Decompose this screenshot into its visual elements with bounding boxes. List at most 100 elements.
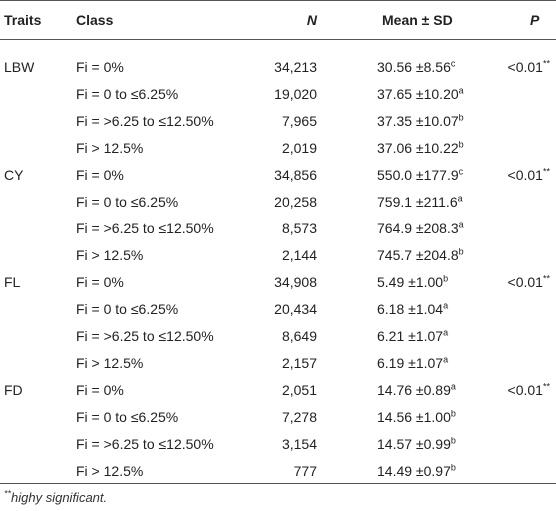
mean-sd-text: 14.76 ±0.89	[377, 381, 451, 398]
mean-sd-text: 759.1 ±211.6	[377, 193, 458, 210]
n: 8,649	[281, 328, 317, 344]
mean-sd-text: 6.18 ±1.04	[377, 301, 444, 318]
header-rule	[0, 39, 556, 40]
mean-sd-sup: b	[458, 139, 464, 150]
mean-sd-text: 30.56 ±8.56	[377, 59, 451, 75]
mean-sd-text: 14.57 ±0.99	[377, 435, 451, 452]
mean-sd: 14.56 ±1.00b	[377, 408, 456, 426]
mean-sd: 14.76 ±0.89a	[377, 381, 456, 399]
class: Fi = 0 to ≤6.25%	[76, 193, 179, 210]
footnote: **highy significant.	[4, 488, 107, 505]
bottom-rule	[0, 483, 556, 484]
n: 19,020	[274, 85, 317, 102]
mean-sd: 14.57 ±0.99b	[377, 435, 456, 453]
mean-sd: 759.1 ±211.6a	[377, 193, 463, 211]
header-class: Class	[76, 12, 114, 28]
mean-sd: 30.56 ±8.56c	[377, 58, 455, 76]
mean-sd-sup: a	[443, 300, 449, 311]
n: 20,258	[274, 193, 317, 210]
class: Fi = >6.25 to ≤12.50%	[76, 112, 214, 129]
mean-sd-sup: c	[458, 165, 464, 176]
n: 8,573	[281, 220, 317, 237]
p-value: <0.01**	[508, 273, 550, 291]
trait: LBW	[4, 59, 35, 75]
mean-sd: 37.65 ±10.20a	[377, 85, 464, 103]
mean-sd: 6.18 ±1.04a	[377, 300, 448, 318]
class: Fi = >6.25 to ≤12.50%	[76, 435, 214, 452]
mean-sd-sup: a	[458, 219, 464, 230]
n: 2,019	[281, 139, 317, 156]
p-text: <0.01	[507, 59, 543, 75]
mean-sd: 37.06 ±10.22b	[377, 139, 464, 157]
n: 20,434	[274, 301, 317, 318]
top-rule	[0, 0, 556, 1]
trait: FL	[4, 274, 21, 291]
class: Fi = 0%	[76, 274, 124, 291]
p-text: <0.01	[507, 381, 543, 398]
mean-sd-text: 37.35 ±10.07	[377, 112, 459, 129]
p-value: <0.01**	[508, 166, 550, 184]
mean-sd-text: 550.0 ±177.9	[377, 166, 459, 183]
class: Fi = 0%	[76, 381, 124, 398]
p-sup: **	[542, 273, 550, 284]
mean-sd-sup: b	[450, 461, 456, 472]
class: Fi = 0 to ≤6.25%	[76, 85, 179, 102]
p-text: <0.01	[507, 274, 543, 291]
class: Fi > 12.5%	[76, 247, 144, 264]
mean-sd-sup: a	[450, 381, 456, 392]
header-mean-sd: Mean ± SD	[382, 12, 453, 28]
n: 7,965	[281, 112, 317, 129]
mean-sd-sup: a	[457, 192, 463, 203]
mean-sd-text: 14.49 ±0.97	[377, 462, 451, 479]
footnote-mark: **	[4, 488, 12, 499]
header-p: P	[530, 12, 540, 28]
class: Fi = 0%	[76, 59, 124, 75]
class: Fi = >6.25 to ≤12.50%	[76, 328, 214, 344]
mean-sd-sup: b	[443, 273, 449, 284]
n: 7,278	[281, 408, 317, 425]
n: 34,856	[274, 166, 317, 183]
p-sup: **	[542, 381, 550, 392]
class: Fi > 12.5%	[76, 462, 144, 479]
mean-sd-sup: b	[458, 112, 464, 123]
mean-sd: 14.49 ±0.97b	[377, 462, 456, 480]
p-value: <0.01**	[508, 58, 550, 76]
n: 34,213	[274, 59, 317, 75]
mean-sd: 550.0 ±177.9c	[377, 166, 463, 184]
class: Fi > 12.5%	[76, 354, 144, 371]
n: 2,144	[281, 247, 317, 264]
mean-sd-sup: a	[443, 327, 449, 338]
class: Fi = 0 to ≤6.25%	[76, 408, 179, 425]
header-n: N	[306, 12, 317, 28]
mean-sd-text: 14.56 ±1.00	[377, 408, 451, 425]
n: 3,154	[281, 435, 317, 452]
class: Fi = 0%	[76, 166, 124, 183]
mean-sd: 6.21 ±1.07a	[377, 327, 448, 345]
mean-sd: 37.35 ±10.07b	[377, 112, 464, 130]
mean-sd-text: 6.19 ±1.07	[377, 354, 444, 371]
mean-sd-text: 745.7 ±204.8	[377, 247, 459, 264]
trait: FD	[4, 381, 23, 398]
header-traits: Traits	[4, 12, 42, 28]
mean-sd-sup: a	[458, 85, 464, 96]
mean-sd-sup: b	[450, 434, 456, 445]
n: 34,908	[274, 274, 317, 291]
p-text: <0.01	[507, 166, 543, 183]
mean-sd-sup: a	[443, 354, 449, 365]
mean-sd-text: 37.06 ±10.22	[377, 139, 459, 156]
mean-sd-text: 6.21 ±1.07	[377, 328, 444, 344]
mean-sd-text: 37.65 ±10.20	[377, 85, 459, 102]
trait: CY	[4, 166, 24, 183]
mean-sd: 764.9 ±208.3a	[377, 219, 464, 237]
n: 2,051	[281, 381, 317, 398]
mean-sd-text: 764.9 ±208.3	[377, 220, 459, 237]
class: Fi = >6.25 to ≤12.50%	[76, 220, 214, 237]
class: Fi > 12.5%	[76, 139, 144, 156]
mean-sd: 5.49 ±1.00b	[377, 273, 448, 291]
p-sup: **	[542, 58, 550, 69]
p-value: <0.01**	[508, 381, 550, 399]
class: Fi = 0 to ≤6.25%	[76, 301, 179, 318]
n: 777	[293, 462, 317, 479]
mean-sd: 745.7 ±204.8b	[377, 246, 464, 264]
